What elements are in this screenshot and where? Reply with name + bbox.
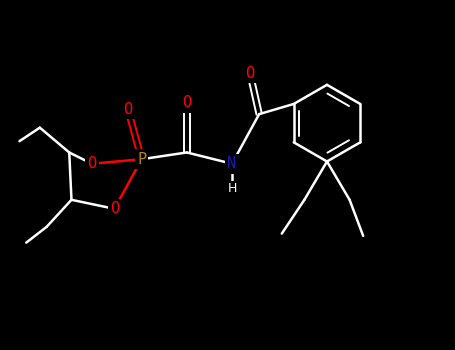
Text: N: N [228, 156, 237, 171]
Text: O: O [246, 66, 255, 81]
Text: H: H [228, 182, 238, 195]
Text: O: O [123, 102, 132, 117]
Text: P: P [137, 152, 146, 167]
Text: O: O [182, 95, 192, 110]
Text: O: O [110, 201, 119, 216]
Text: O: O [87, 156, 96, 171]
